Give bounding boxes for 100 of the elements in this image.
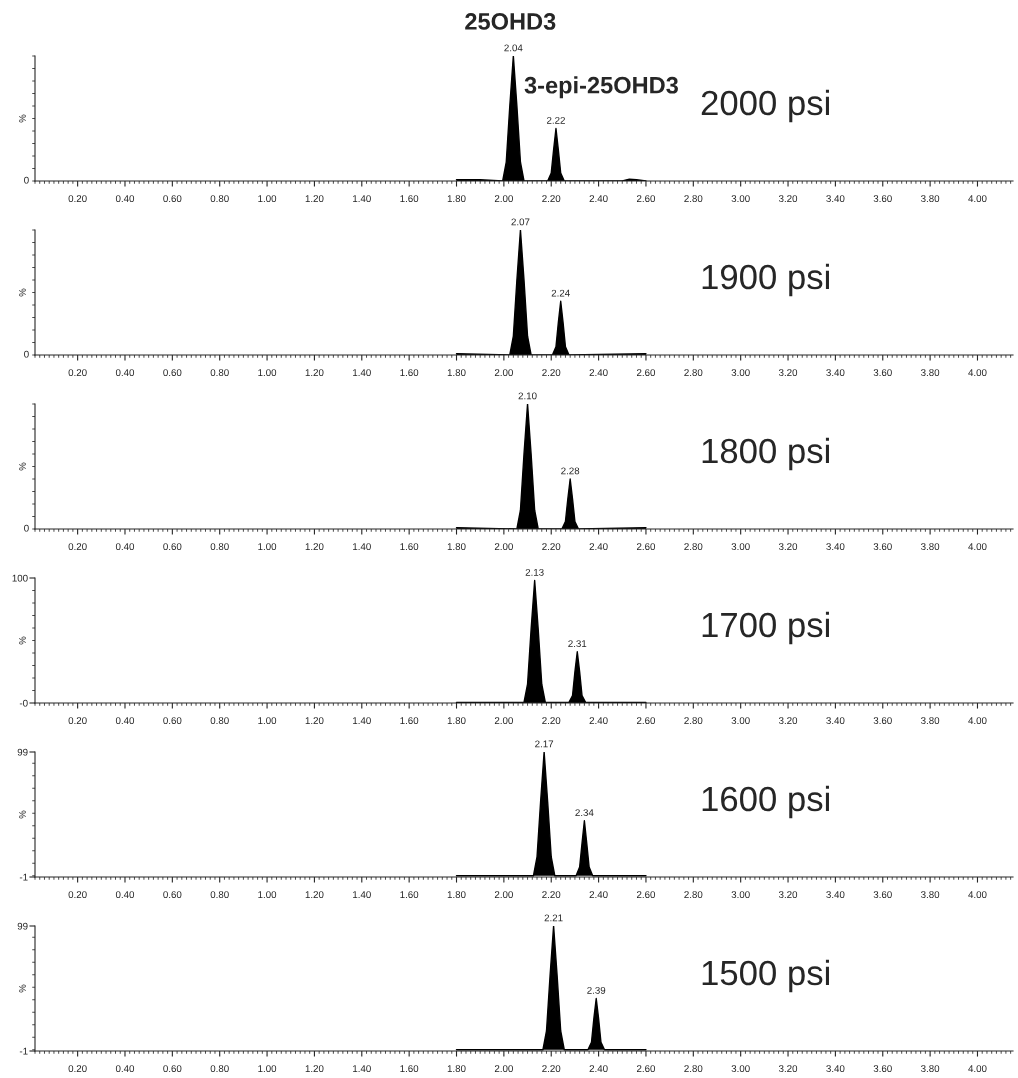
x-tick-label: 0.40 [115, 543, 135, 551]
x-tick-label: 1.80 [447, 1065, 466, 1073]
x-tick-label: 0.20 [68, 717, 87, 725]
annotation: 2.34 [575, 809, 594, 817]
x-tick-label: 3.40 [826, 543, 845, 551]
x-tick-label: 0.60 [163, 891, 182, 899]
x-tick-label: 4.00 [968, 717, 987, 725]
y-axis-title: % [19, 810, 26, 819]
x-tick-label: 3.00 [731, 195, 750, 203]
x-tick-label: 0.60 [163, 1065, 182, 1073]
x-tick-label: 2.00 [494, 891, 513, 899]
x-tick-label: 4.00 [968, 543, 987, 551]
x-tick-label: 2.40 [589, 891, 608, 899]
x-tick-label: 3.00 [731, 369, 750, 377]
x-tick-label: 1.20 [305, 195, 324, 203]
x-tick-label: 1.20 [305, 891, 324, 899]
x-tick-label: 0.80 [210, 1065, 229, 1073]
annotation: 2.21 [544, 914, 563, 922]
x-tick-label: 2.00 [494, 195, 513, 203]
text: 1500 psi [702, 959, 829, 993]
x-tick-label: 3.20 [778, 717, 798, 725]
y-tick-label: -1 [19, 873, 28, 881]
x-tick-label: 3.40 [826, 1065, 845, 1073]
text: 25OHD3 [465, 13, 556, 30]
x-tick-label: 2.80 [684, 195, 703, 203]
x-tick-label: 1.20 [305, 1065, 324, 1073]
x-tick-label: 2.20 [542, 543, 561, 551]
x-tick-label: 2.40 [589, 1065, 608, 1073]
x-tick-label: 2.00 [494, 717, 513, 725]
y-tick-label: -1 [19, 1047, 28, 1055]
x-tick-label: 2.20 [542, 1065, 561, 1073]
x-tick-label: 1.00 [258, 891, 277, 899]
x-tick-label: 4.00 [968, 195, 987, 203]
annotation: 2.39 [587, 986, 606, 994]
x-tick-label: 3.80 [921, 195, 940, 203]
y-axis-title: % [19, 462, 26, 471]
x-tick-label: 0.80 [210, 891, 229, 899]
x-tick-label: 1.40 [353, 717, 371, 725]
text: 1700 psi [702, 611, 829, 645]
x-tick-label: 3.00 [731, 1065, 750, 1073]
x-tick-label: 2.60 [636, 369, 656, 377]
x-tick-label: 0.60 [163, 543, 182, 551]
x-tick-label: 2.80 [684, 369, 703, 377]
x-tick-label: 2.00 [494, 543, 513, 551]
x-tick-label: 1.00 [258, 717, 277, 725]
x-tick-label: 3.80 [921, 891, 940, 899]
x-tick-label: 2.40 [589, 195, 608, 203]
x-tick-label: 3.80 [921, 369, 940, 377]
x-tick-label: 2.80 [684, 717, 703, 725]
x-tick-label: 0.40 [115, 369, 135, 377]
x-tick-label: 0.60 [163, 369, 182, 377]
x-tick-label: 0.40 [115, 891, 135, 899]
x-tick-label: 1.00 [258, 369, 277, 377]
x-tick-label: 3.40 [826, 717, 845, 725]
x-tick-label: 1.00 [258, 195, 277, 203]
x-tick-label: 0.80 [210, 543, 229, 551]
x-tick-label: 1.80 [447, 369, 466, 377]
text: 1800 psi [702, 437, 829, 471]
y-axis-title: % [19, 636, 26, 645]
x-tick-label: 3.00 [731, 543, 750, 551]
x-tick-label: 1.40 [353, 195, 371, 203]
y-axis-title: % [19, 114, 26, 123]
x-tick-label: 0.20 [68, 1065, 87, 1073]
x-tick-label: 3.80 [921, 1065, 940, 1073]
annotation: 2.04 [504, 44, 523, 52]
x-tick-label: 3.40 [826, 195, 845, 203]
x-tick-label: 1.60 [400, 1065, 419, 1073]
x-tick-label: 0.80 [210, 717, 229, 725]
x-tick-label: 3.20 [778, 369, 798, 377]
annotation: 3-epi-25OHD3 [524, 76, 678, 99]
y-tick-label: 99 [17, 748, 28, 756]
x-tick-label: 2.80 [684, 1065, 703, 1073]
x-tick-label: 2.60 [636, 1065, 656, 1073]
x-tick-label: 3.80 [921, 543, 940, 551]
y-tick-label: 99 [17, 922, 28, 930]
x-tick-label: 3.20 [778, 543, 798, 551]
x-tick-label: 1.60 [400, 717, 419, 725]
x-tick-label: 1.80 [447, 891, 466, 899]
x-tick-label: 3.40 [826, 369, 845, 377]
x-tick-label: 1.20 [305, 543, 324, 551]
x-tick-label: 0.20 [68, 369, 87, 377]
x-tick-label: 0.20 [68, 195, 87, 203]
x-tick-label: 3.00 [731, 717, 750, 725]
x-tick-label: 2.20 [542, 195, 561, 203]
x-tick-label: 1.00 [258, 1065, 277, 1073]
annotation: 2.10 [518, 392, 537, 400]
x-tick-label: 3.60 [873, 891, 892, 899]
x-tick-label: 2.20 [542, 891, 561, 899]
x-tick-label: 0.60 [163, 195, 182, 203]
x-tick-label: 0.20 [68, 891, 87, 899]
x-tick-label: 3.20 [778, 891, 798, 899]
annotation: 2.28 [561, 467, 580, 475]
x-tick-label: 2.00 [494, 1065, 513, 1073]
x-tick-label: 3.60 [873, 717, 892, 725]
x-tick-label: 3.20 [778, 195, 798, 203]
y-axis-title: % [19, 288, 26, 297]
text: 1900 psi [702, 263, 829, 297]
x-tick-label: 1.60 [400, 543, 419, 551]
annotation: 2.13 [525, 568, 544, 576]
x-tick-label: 0.40 [115, 717, 135, 725]
